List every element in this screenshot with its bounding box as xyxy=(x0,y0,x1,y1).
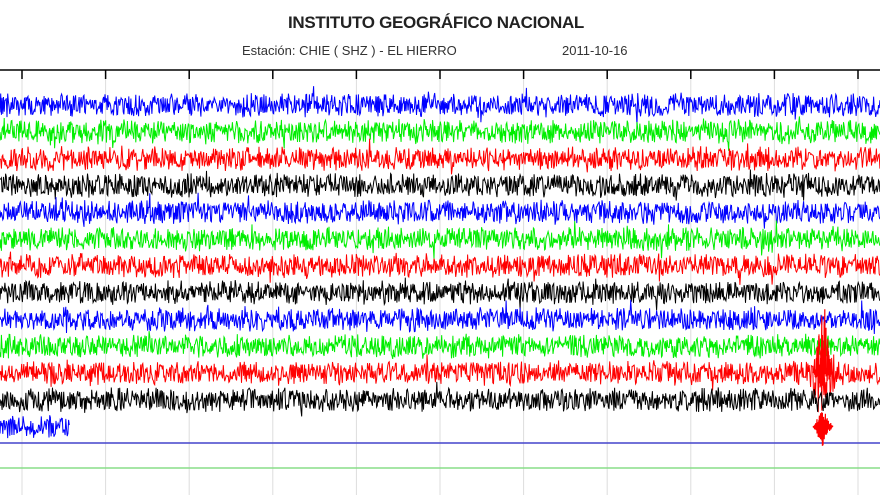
trace-row-6 xyxy=(0,220,880,259)
trace-row-5 xyxy=(0,192,880,229)
trace-row-13 xyxy=(0,415,70,439)
trace-row-7 xyxy=(0,251,880,285)
station-label: Estación: CHIE ( SHZ ) - EL HIERRO xyxy=(242,43,457,58)
trace-row-10 xyxy=(0,331,880,360)
trace-row-1 xyxy=(0,86,880,126)
seismic-event xyxy=(812,412,834,446)
seismic-event xyxy=(812,309,834,388)
trace-row-11 xyxy=(0,334,880,413)
trace-row-2 xyxy=(0,116,880,151)
trace-row-3 xyxy=(0,138,880,175)
trace-row-9 xyxy=(0,299,880,335)
chart-title: INSTITUTO GEOGRÁFICO NACIONAL xyxy=(287,13,585,32)
trace-row-8 xyxy=(0,277,880,311)
date-label: 2011-10-16 xyxy=(562,43,628,58)
trace-row-4 xyxy=(0,169,880,201)
trace-row-12 xyxy=(0,381,880,417)
